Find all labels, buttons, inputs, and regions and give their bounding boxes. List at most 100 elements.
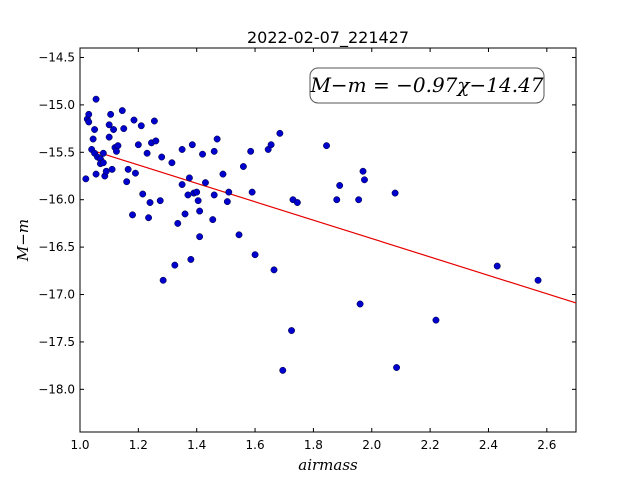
data-point — [137, 122, 145, 130]
data-point — [239, 163, 247, 170]
data-point — [270, 266, 278, 274]
data-point — [219, 170, 227, 178]
y-tick-label: −14.5 — [38, 50, 75, 64]
data-point — [118, 107, 126, 115]
fit-annotation: M−m = −0.97χ−14.47 — [309, 67, 545, 104]
data-point — [178, 146, 186, 153]
data-point — [210, 191, 218, 199]
y-tick-label: −15.0 — [38, 98, 75, 112]
data-point — [130, 116, 138, 124]
x-tick-label: 2.0 — [362, 438, 381, 452]
y-tick-label: −17.5 — [38, 335, 75, 349]
data-point — [146, 199, 154, 206]
data-point — [432, 316, 440, 324]
x-axis: 1.0 1.2 1.4 1.6 1.8 2.0 2.2 2.4 2.6 — [70, 48, 556, 452]
x-tick-label: 2.2 — [421, 438, 440, 452]
y-tick-label: −18.0 — [38, 382, 75, 396]
data-point — [355, 196, 363, 204]
data-point — [185, 174, 193, 182]
data-point — [202, 179, 209, 187]
data-point — [223, 198, 231, 206]
y-tick-label: −16.5 — [38, 240, 75, 254]
data-point — [159, 276, 167, 284]
y-tick-label: −16.0 — [38, 193, 75, 207]
data-point — [210, 147, 218, 155]
data-point — [251, 251, 259, 259]
data-point — [174, 219, 182, 227]
data-point — [359, 167, 367, 175]
data-point — [196, 233, 204, 241]
data-point — [288, 327, 295, 334]
data-point — [193, 188, 201, 196]
data-point — [213, 135, 221, 143]
data-point — [129, 211, 136, 219]
data-point — [184, 191, 192, 199]
x-axis-label: airmass — [298, 456, 358, 474]
x-tick-label: 1.4 — [187, 438, 206, 452]
data-point — [134, 141, 142, 149]
data-point — [267, 141, 275, 149]
data-point — [102, 167, 110, 175]
data-point — [91, 126, 99, 133]
x-tick-label: 1.8 — [304, 438, 323, 452]
data-point — [199, 150, 206, 158]
x-tick-label: 2.4 — [479, 438, 498, 452]
y-tick-label: −17.0 — [38, 288, 75, 302]
data-points — [82, 95, 542, 374]
data-point — [131, 169, 139, 177]
data-point — [150, 117, 158, 125]
data-point — [187, 255, 195, 263]
data-point — [248, 188, 256, 196]
data-point — [124, 165, 132, 173]
data-point — [105, 133, 113, 141]
data-point — [113, 147, 120, 155]
data-point — [336, 182, 344, 189]
data-point — [393, 364, 401, 371]
data-point — [534, 276, 542, 284]
x-tick-label: 1.0 — [70, 438, 89, 452]
data-point — [276, 129, 284, 137]
y-axis: −14.5 −15.0 −15.5 −16.0 −16.5 −17.0 −17.5 −18.0 — [38, 50, 576, 396]
data-point — [120, 125, 128, 133]
data-point — [196, 207, 204, 215]
data-point — [279, 366, 287, 374]
data-point — [188, 141, 196, 149]
data-point — [99, 149, 107, 157]
data-point — [99, 159, 107, 167]
data-point — [158, 153, 166, 161]
data-point — [105, 121, 113, 129]
data-point — [361, 176, 368, 184]
x-tick-label: 2.6 — [537, 438, 556, 452]
fit-line — [94, 150, 577, 304]
data-point — [493, 262, 501, 270]
data-point — [156, 197, 164, 205]
data-point — [85, 118, 93, 126]
y-axis-label: M−m — [14, 219, 32, 262]
data-point — [110, 126, 118, 133]
data-point — [171, 261, 179, 269]
annotation-text: M−m = −0.97χ−14.47 — [309, 73, 543, 97]
data-point — [89, 135, 97, 143]
data-point — [85, 110, 93, 118]
data-point — [178, 181, 186, 188]
chart-title: 2022-02-07_221427 — [247, 28, 409, 48]
data-point — [114, 142, 122, 150]
data-point — [139, 190, 147, 198]
data-point — [247, 147, 255, 155]
data-point — [181, 210, 189, 218]
data-point — [225, 188, 233, 196]
data-point — [194, 197, 202, 205]
data-point — [333, 196, 341, 204]
plot-area — [79, 47, 577, 433]
x-tick-label: 1.2 — [129, 438, 148, 452]
data-point — [123, 178, 131, 186]
data-point — [108, 165, 116, 173]
data-point — [293, 199, 301, 206]
data-point — [107, 110, 115, 118]
data-point — [145, 214, 153, 222]
x-tick-label: 1.6 — [246, 438, 265, 452]
data-point — [92, 170, 100, 178]
data-point — [209, 216, 217, 224]
annotation-box — [309, 67, 545, 104]
